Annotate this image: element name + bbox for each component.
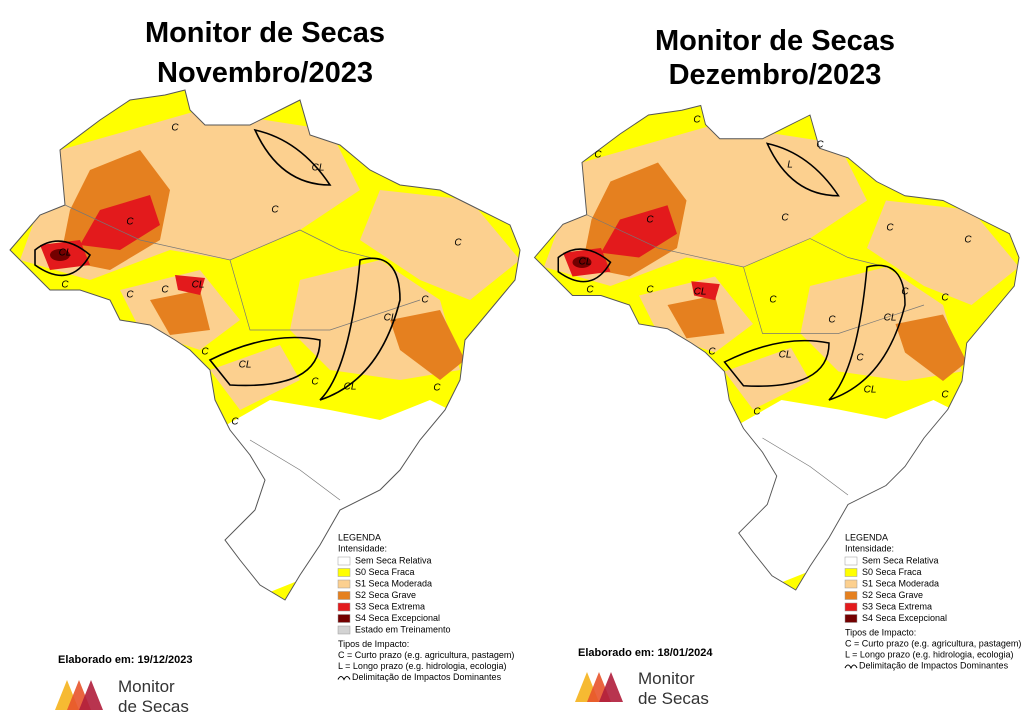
logo-icon [79, 680, 103, 710]
impact-label: C [421, 295, 429, 306]
impact-item: C = Curto prazo (e.g. agricultura, pasta… [338, 650, 514, 660]
legend-label: S1 Seca Moderada [862, 578, 939, 588]
impact-label: CL [694, 287, 707, 298]
legend-title: LEGENDA [845, 532, 888, 542]
impact-label: C [769, 295, 777, 306]
brazil-map [525, 96, 1024, 600]
legend-title: LEGENDA [338, 532, 381, 542]
impact-label: C [231, 417, 239, 428]
impact-label: C [433, 383, 441, 394]
impact-label: L [787, 160, 793, 171]
impact-label: C [646, 215, 654, 226]
impact-label: CL [384, 313, 397, 324]
impact-label: CL [192, 280, 205, 291]
impact-item: C = Curto prazo (e.g. agricultura, pasta… [845, 638, 1021, 648]
panel-title: Monitor de Secas [655, 25, 895, 57]
elaborated-date: Elaborado em: 18/01/2024 [578, 647, 713, 659]
legend-label: S4 Seca Excepcional [355, 613, 440, 623]
impact-label: C [781, 213, 789, 224]
line-symbol [844, 664, 858, 670]
impact-label: C [693, 115, 701, 126]
legend-swatch [844, 591, 858, 600]
legend-swatch [337, 591, 351, 600]
impact-label: C [311, 377, 319, 388]
legend-subtitle: Intensidade: [845, 543, 894, 553]
impact-label: C [126, 217, 134, 228]
brazil-map [0, 80, 530, 610]
impact-label: C [941, 293, 949, 304]
logo-icon [599, 672, 623, 702]
legend-swatch [337, 568, 351, 577]
impact-label: C [901, 287, 909, 298]
impact-item: L = Longo prazo (e.g. hidrologia, ecolog… [338, 661, 507, 671]
logo-text: Monitor [638, 669, 695, 688]
legend-label: S0 Seca Fraca [355, 567, 415, 577]
legend-label: S1 Seca Moderada [355, 578, 432, 588]
impact-item: L = Longo prazo (e.g. hidrologia, ecolog… [845, 649, 1014, 659]
impact-item: Delimitação de Impactos Dominantes [352, 672, 502, 682]
panel-title: Dezembro/2023 [669, 59, 882, 91]
legend-label: Sem Seca Relativa [355, 555, 432, 565]
legend-swatch [844, 614, 858, 623]
impact-label: C [816, 140, 824, 151]
panel-title: Novembro/2023 [157, 57, 373, 89]
impact-label: C [126, 290, 134, 301]
legend-subtitle: Intensidade: [338, 543, 387, 553]
legend-label: Sem Seca Relativa [862, 555, 939, 565]
impact-label: C [61, 280, 69, 291]
legend-swatch [337, 579, 351, 589]
impact-title: Tipos de Impacto: [845, 627, 916, 637]
logo-text: de Secas [638, 689, 709, 708]
impact-label: C [171, 123, 179, 134]
legend-swatch [337, 602, 351, 612]
impact-label: C [828, 315, 836, 326]
impact-label: C [964, 235, 972, 246]
impact-label: C [646, 285, 654, 296]
impact-label: C [271, 205, 279, 216]
impact-label: CL [239, 360, 252, 371]
legend-swatch [844, 556, 858, 566]
impact-item: Delimitação de Impactos Dominantes [859, 660, 1009, 670]
impact-label: C [753, 407, 761, 418]
impact-label: CL [312, 163, 325, 174]
legend-swatch [337, 614, 351, 623]
legend-swatch [844, 568, 858, 577]
impact-label: C [594, 150, 602, 161]
impact-label: CL [59, 248, 72, 259]
legend-swatch [337, 556, 351, 566]
impact-title: Tipos de Impacto: [338, 639, 409, 649]
impact-label: CL [579, 257, 592, 268]
legend-label: S2 Seca Grave [355, 590, 416, 600]
legend-label: Estado em Treinamento [355, 624, 451, 634]
legend-swatch [844, 602, 858, 612]
impact-label: C [886, 223, 894, 234]
panel-title: Monitor de Secas [145, 17, 385, 49]
legend-swatch [844, 579, 858, 589]
impact-label: C [708, 347, 716, 358]
impact-label: CL [344, 382, 357, 393]
impact-label: CL [864, 385, 877, 396]
impact-label: C [586, 285, 594, 296]
impact-label: C [161, 285, 169, 296]
legend-label: S0 Seca Fraca [862, 567, 922, 577]
legend-swatch [337, 625, 351, 635]
impact-label: C [856, 353, 864, 364]
legend-label: S2 Seca Grave [862, 590, 923, 600]
line-symbol [337, 676, 351, 681]
legend-label: S4 Seca Excepcional [862, 613, 947, 623]
impact-label: CL [884, 313, 897, 324]
impact-label: C [941, 390, 949, 401]
legend-label: S3 Seca Extrema [862, 601, 932, 611]
impact-label: C [201, 347, 209, 358]
logo-text: Monitor [118, 677, 175, 696]
elaborated-date: Elaborado em: 19/12/2023 [58, 654, 193, 666]
legend-label: S3 Seca Extrema [355, 601, 425, 611]
impact-label: CL [779, 350, 792, 361]
impact-label: C [454, 238, 462, 249]
logo-text: de Secas [118, 697, 189, 716]
